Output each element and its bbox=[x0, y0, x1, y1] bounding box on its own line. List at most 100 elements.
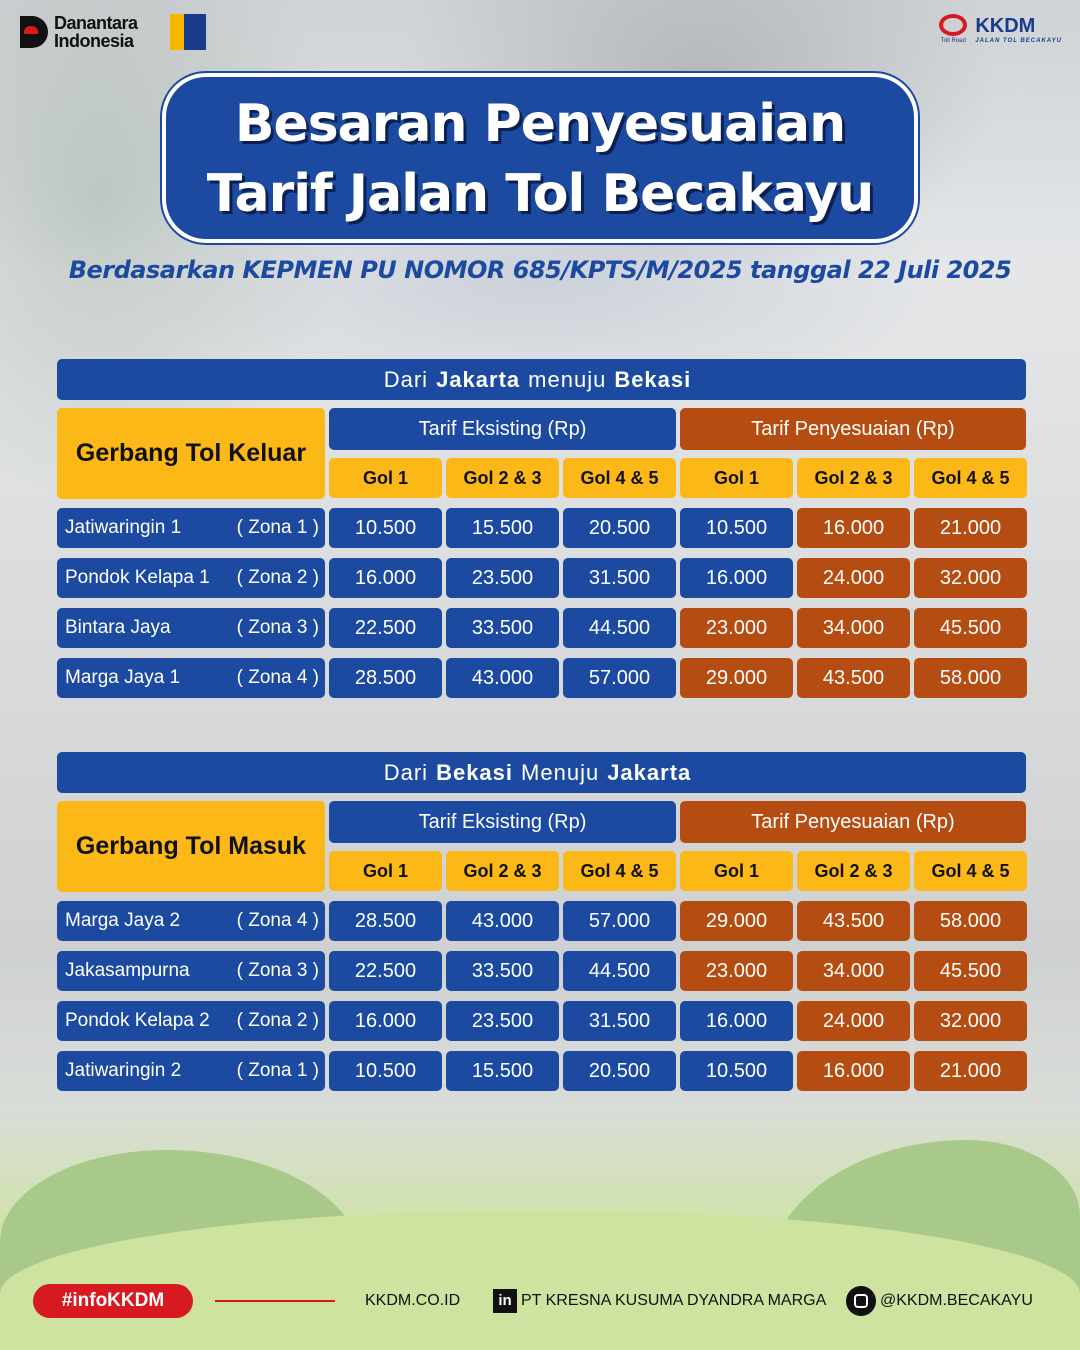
gate-name-cell: Marga Jaya 2 ( Zona 4 ) bbox=[57, 901, 325, 941]
gate-name-cell: Jatiwaringin 1 ( Zona 1 ) bbox=[57, 508, 325, 548]
website[interactable]: KKDM.CO.ID bbox=[365, 1284, 460, 1318]
kkdm-sub: JALAN TOL BECAKAYU bbox=[975, 38, 1062, 44]
kkdm-logos: Toll Road KKDM JALAN TOL BECAKAYU bbox=[939, 14, 1062, 44]
title-line-1: Besaran Penyesuaian bbox=[234, 94, 846, 154]
header-origin: Bekasi bbox=[436, 759, 514, 785]
adjusted-tariff-cell: 34.000 bbox=[797, 608, 910, 648]
instagram-text[interactable]: @KKDM.BECAKAYU bbox=[880, 1292, 1033, 1309]
adjusted-tariff-cell: 10.500 bbox=[680, 1051, 793, 1091]
hashtag-badge: #infoKKDM bbox=[33, 1284, 193, 1318]
title-banner: Besaran Penyesuaian Tarif Jalan Tol Beca… bbox=[162, 73, 918, 243]
adjusted-tariff-cell: 16.000 bbox=[680, 558, 793, 598]
existing-tariff-cell: 44.500 bbox=[563, 608, 676, 648]
vehicle-class-header: Gol 1 bbox=[329, 851, 442, 891]
header-origin: Jakarta bbox=[436, 366, 521, 392]
gate-name: Pondok Kelapa 1 bbox=[65, 567, 210, 588]
adjusted-tariff-cell: 43.500 bbox=[797, 658, 910, 698]
zone-label: ( Zona 1 ) bbox=[236, 517, 319, 538]
header-to-label: menuju bbox=[528, 366, 607, 392]
zone-label: ( Zona 3 ) bbox=[236, 960, 319, 981]
linkedin-text[interactable]: PT KRESNA KUSUMA DYANDRA MARGA bbox=[521, 1292, 827, 1309]
adjusted-tariff-cell: 21.000 bbox=[914, 1051, 1027, 1091]
zone-label: ( Zona 4 ) bbox=[236, 910, 319, 931]
danantara-text: Danantara Indonesia bbox=[54, 13, 138, 51]
existing-tariff-cell: 31.500 bbox=[563, 1001, 676, 1041]
adjusted-tariff-cell: 16.000 bbox=[797, 508, 910, 548]
toll-road-logo: Toll Road bbox=[939, 14, 968, 44]
vehicle-class-header: Gol 4 & 5 bbox=[914, 851, 1027, 891]
gate-name-cell: Pondok Kelapa 2 ( Zona 2 ) bbox=[57, 1001, 325, 1041]
adjusted-tariff-cell: 24.000 bbox=[797, 558, 910, 598]
adjusted-tariff-cell: 29.000 bbox=[680, 901, 793, 941]
toll-road-text: Toll Road bbox=[940, 38, 966, 44]
instagram-icon bbox=[846, 1286, 876, 1316]
adjusted-tariff-cell: 32.000 bbox=[914, 558, 1027, 598]
adjusted-tariff-header: Tarif Penyesuaian (Rp) bbox=[680, 801, 1026, 843]
vehicle-class-header: Gol 4 & 5 bbox=[563, 851, 676, 891]
zone-label: ( Zona 1 ) bbox=[236, 1060, 319, 1081]
existing-tariff-cell: 57.000 bbox=[563, 901, 676, 941]
existing-tariff-cell: 10.500 bbox=[329, 1051, 442, 1091]
zone-label: ( Zona 3 ) bbox=[236, 617, 319, 638]
adjusted-tariff-cell: 34.000 bbox=[797, 951, 910, 991]
kkdm-logo: KKDM JALAN TOL BECAKAYU bbox=[975, 15, 1062, 44]
adjusted-tariff-cell: 43.500 bbox=[797, 901, 910, 941]
existing-tariff-cell: 16.000 bbox=[329, 558, 442, 598]
pu-logo-icon bbox=[170, 14, 206, 50]
zone-label: ( Zona 2 ) bbox=[236, 567, 319, 588]
adjusted-tariff-cell: 58.000 bbox=[914, 658, 1027, 698]
header-from-label: Dari bbox=[383, 759, 429, 785]
adjusted-tariff-cell: 16.000 bbox=[680, 1001, 793, 1041]
gate-name-cell: Pondok Kelapa 1 ( Zona 2 ) bbox=[57, 558, 325, 598]
linkedin-icon: in bbox=[493, 1289, 517, 1313]
gate-name: Jatiwaringin 2 bbox=[65, 1060, 182, 1081]
existing-tariff-cell: 20.500 bbox=[563, 508, 676, 548]
adjusted-tariff-cell: 29.000 bbox=[680, 658, 793, 698]
existing-tariff-cell: 20.500 bbox=[563, 1051, 676, 1091]
existing-tariff-cell: 23.500 bbox=[446, 1001, 559, 1041]
existing-tariff-cell: 33.500 bbox=[446, 608, 559, 648]
adjusted-tariff-cell: 45.500 bbox=[914, 608, 1027, 648]
gate-name: Jakasampurna bbox=[65, 960, 190, 981]
linkedin[interactable]: in PT KRESNA KUSUMA DYANDRA MARGA bbox=[493, 1284, 826, 1318]
gate-column-header: Gerbang Tol Keluar bbox=[57, 408, 325, 499]
existing-tariff-cell: 43.000 bbox=[446, 658, 559, 698]
vehicle-class-header: Gol 1 bbox=[329, 458, 442, 498]
gate-name: Jatiwaringin 1 bbox=[65, 517, 182, 538]
header-destination: Bekasi bbox=[614, 366, 692, 392]
divider-line bbox=[215, 1300, 335, 1302]
vehicle-class-header: Gol 4 & 5 bbox=[563, 458, 676, 498]
gate-column-header: Gerbang Tol Masuk bbox=[57, 801, 325, 892]
subtitle: Berdasarkan KEPMEN PU NOMOR 685/KPTS/M/2… bbox=[68, 256, 1012, 284]
website-text[interactable]: KKDM.CO.ID bbox=[365, 1292, 461, 1309]
header-from-label: Dari bbox=[383, 366, 429, 392]
vehicle-class-header: Gol 4 & 5 bbox=[914, 458, 1027, 498]
vehicle-class-header: Gol 1 bbox=[680, 458, 793, 498]
existing-tariff-cell: 15.500 bbox=[446, 1051, 559, 1091]
existing-tariff-cell: 22.500 bbox=[329, 951, 442, 991]
gate-name-cell: Jakasampurna ( Zona 3 ) bbox=[57, 951, 325, 991]
existing-tariff-cell: 44.500 bbox=[563, 951, 676, 991]
section-header: Dari Jakarta menuju Bekasi bbox=[57, 359, 1026, 400]
title-line-2: Tarif Jalan Tol Becakayu bbox=[206, 164, 875, 224]
gate-name-cell: Marga Jaya 1 ( Zona 4 ) bbox=[57, 658, 325, 698]
existing-tariff-cell: 33.500 bbox=[446, 951, 559, 991]
gate-name: Marga Jaya 1 bbox=[65, 667, 181, 688]
danantara-logo: Danantara Indonesia bbox=[20, 14, 206, 50]
adjusted-tariff-cell: 45.500 bbox=[914, 951, 1027, 991]
existing-tariff-header: Tarif Eksisting (Rp) bbox=[329, 801, 676, 843]
zone-label: ( Zona 4 ) bbox=[236, 667, 319, 688]
adjusted-tariff-cell: 23.000 bbox=[680, 608, 793, 648]
gate-name-cell: Bintara Jaya ( Zona 3 ) bbox=[57, 608, 325, 648]
existing-tariff-cell: 57.000 bbox=[563, 658, 676, 698]
existing-tariff-cell: 16.000 bbox=[329, 1001, 442, 1041]
adjusted-tariff-cell: 10.500 bbox=[680, 508, 793, 548]
vehicle-class-header: Gol 2 & 3 bbox=[797, 851, 910, 891]
vehicle-class-header: Gol 1 bbox=[680, 851, 793, 891]
danantara-icon bbox=[20, 16, 48, 48]
existing-tariff-cell: 23.500 bbox=[446, 558, 559, 598]
gate-name: Bintara Jaya bbox=[65, 617, 171, 638]
grass-field bbox=[0, 1210, 1080, 1350]
instagram[interactable]: @KKDM.BECAKAYU bbox=[846, 1284, 1033, 1318]
existing-tariff-cell: 10.500 bbox=[329, 508, 442, 548]
